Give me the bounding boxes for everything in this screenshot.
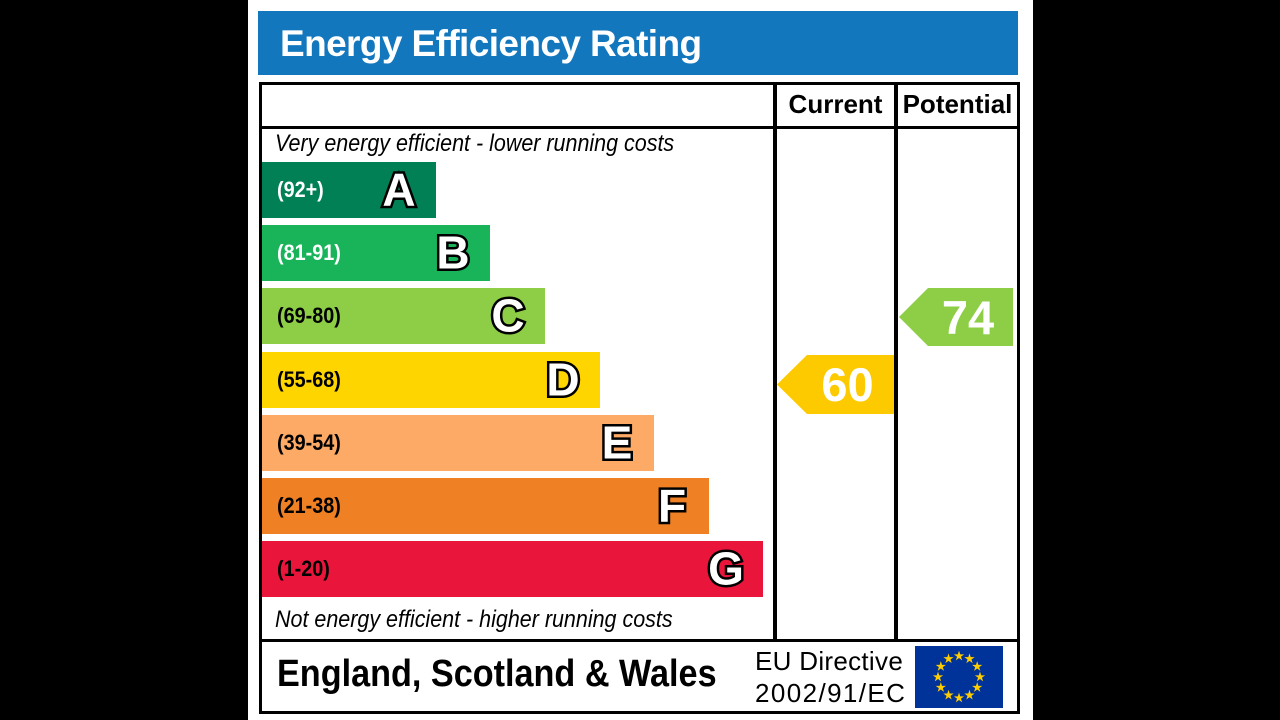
svg-text:C: C [491, 290, 524, 342]
svg-text:A: A [382, 164, 415, 216]
svg-text:74: 74 [942, 291, 994, 344]
svg-text:D: D [546, 354, 579, 406]
svg-text:B: B [436, 227, 469, 279]
svg-text:E: E [602, 417, 633, 469]
svg-text:F: F [658, 480, 686, 532]
svg-text:60: 60 [821, 358, 873, 411]
svg-text:G: G [708, 543, 744, 595]
